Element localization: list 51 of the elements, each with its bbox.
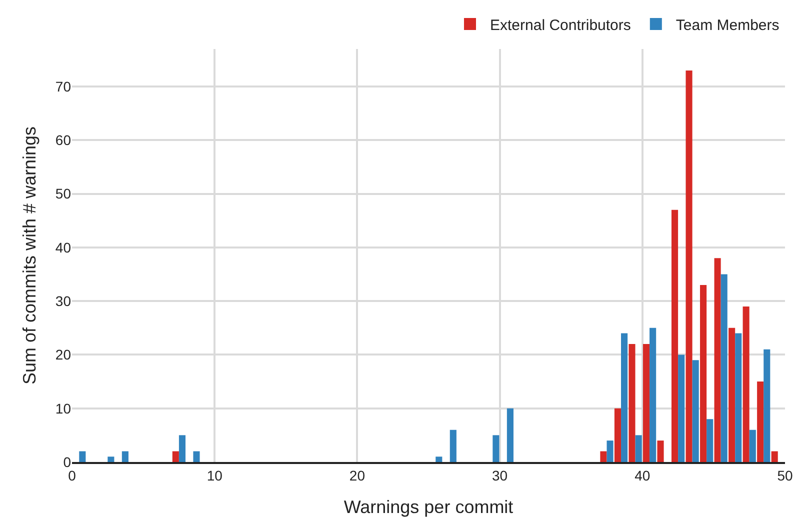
bar bbox=[450, 430, 456, 462]
y-tick-label: 70 bbox=[55, 78, 72, 94]
bar bbox=[506, 408, 514, 462]
y-tick-label: 0 bbox=[63, 454, 72, 470]
bar bbox=[642, 344, 650, 462]
bar bbox=[172, 451, 179, 462]
bar bbox=[650, 328, 656, 462]
bar bbox=[749, 430, 756, 462]
y-tick-label: 40 bbox=[55, 239, 72, 256]
bar bbox=[728, 328, 736, 462]
bar bbox=[720, 274, 728, 462]
bar bbox=[692, 360, 699, 462]
x-tick-label: 40 bbox=[634, 468, 650, 484]
bar bbox=[492, 435, 500, 462]
legend-label: External Contributors bbox=[490, 16, 631, 34]
bar bbox=[628, 344, 636, 462]
x-tick-label: 20 bbox=[349, 468, 366, 484]
bar bbox=[742, 306, 750, 462]
bar bbox=[122, 451, 128, 462]
bar bbox=[600, 451, 607, 462]
bar bbox=[706, 419, 714, 462]
legend-label: Team Members bbox=[676, 16, 780, 34]
bar bbox=[436, 456, 442, 462]
x-tick-label: 30 bbox=[492, 468, 508, 484]
x-axis-title: Warnings per commit bbox=[344, 497, 514, 518]
bar bbox=[678, 354, 685, 462]
bar bbox=[108, 456, 114, 462]
bar bbox=[771, 451, 778, 462]
bar bbox=[657, 440, 664, 462]
y-tick-label: 60 bbox=[55, 132, 72, 148]
bar bbox=[606, 440, 614, 462]
x-tick-label: 50 bbox=[777, 468, 793, 484]
bar bbox=[621, 333, 628, 462]
y-tick-label: 50 bbox=[55, 186, 72, 202]
bar bbox=[635, 435, 642, 462]
x-tick-label: 10 bbox=[206, 468, 223, 484]
y-tick-label: 10 bbox=[55, 400, 72, 416]
y-tick-label: 30 bbox=[55, 292, 72, 309]
bar bbox=[714, 258, 721, 462]
y-axis-title: Sum of commits with # warnings bbox=[20, 126, 40, 385]
bar bbox=[671, 210, 678, 462]
bar bbox=[700, 285, 707, 462]
bar bbox=[193, 451, 200, 462]
bar bbox=[614, 408, 622, 462]
bar bbox=[757, 382, 764, 462]
bar bbox=[79, 451, 86, 462]
bar bbox=[686, 70, 692, 462]
bar bbox=[764, 349, 770, 462]
y-tick-label: 20 bbox=[55, 346, 72, 363]
bar bbox=[735, 333, 742, 462]
bar bbox=[178, 435, 186, 462]
